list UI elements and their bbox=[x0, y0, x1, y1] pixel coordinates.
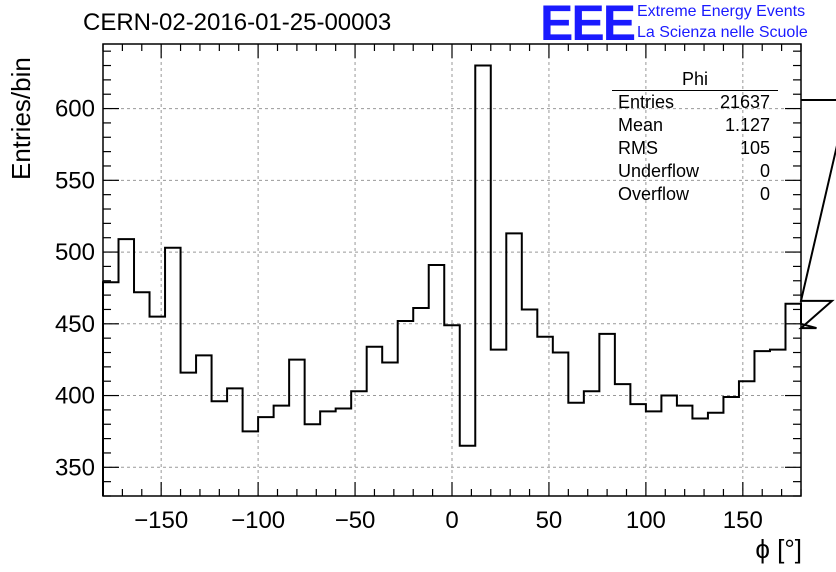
y-tick-label: 600 bbox=[55, 96, 95, 123]
y-tick-label: 550 bbox=[55, 167, 95, 194]
grid-lines bbox=[103, 44, 801, 496]
x-tick-label: 150 bbox=[723, 507, 763, 534]
stats-row: Mean 1.127 bbox=[612, 114, 778, 137]
stats-value: 0 bbox=[759, 184, 770, 204]
stats-title: Phi bbox=[612, 68, 778, 91]
stats-row: RMS 105 bbox=[612, 137, 778, 160]
y-axis-label: Entries/bin bbox=[6, 57, 36, 180]
x-tick-label: 0 bbox=[445, 507, 458, 534]
y-tick-label: 350 bbox=[55, 454, 95, 481]
logo-line-1: Extreme Energy Events bbox=[637, 3, 806, 20]
x-tick-label: −100 bbox=[231, 507, 285, 534]
eee-logo: EEE bbox=[540, 0, 636, 51]
axis-ticks bbox=[102, 44, 802, 497]
y-tick-labels: 350 400 450 500 550 600 bbox=[55, 96, 95, 482]
stats-value: 1.127 bbox=[724, 115, 770, 135]
stats-box: Phi Entries 21637 Mean 1.127 RMS 105 Und… bbox=[612, 68, 778, 206]
chart-title: CERN-02-2016-01-25-00003 bbox=[83, 9, 392, 36]
stats-value: 0 bbox=[759, 161, 770, 181]
stats-row: Overflow 0 bbox=[612, 183, 778, 206]
y-tick-label: 400 bbox=[55, 383, 95, 410]
logo-line-2: La Scienza nelle Scuole bbox=[637, 24, 808, 41]
x-tick-label: −150 bbox=[134, 507, 188, 534]
x-tick-labels: −150 −100 −50 0 50 100 150 bbox=[134, 507, 763, 534]
y-tick-label: 450 bbox=[55, 311, 95, 338]
y-tick-label: 500 bbox=[55, 239, 95, 266]
x-tick-label: 50 bbox=[536, 507, 563, 534]
stats-value: 21637 bbox=[719, 92, 770, 112]
x-tick-label: 100 bbox=[626, 507, 666, 534]
x-tick-label: −50 bbox=[335, 507, 376, 534]
stats-value: 105 bbox=[739, 138, 770, 158]
histogram-line bbox=[102, 64, 836, 496]
plot-frame bbox=[102, 43, 802, 497]
stats-label: Mean bbox=[618, 115, 664, 135]
x-axis-label: ϕ [°] bbox=[755, 534, 802, 564]
stats-label: Entries bbox=[618, 92, 675, 112]
stats-label: Underflow bbox=[618, 161, 700, 181]
stats-label: RMS bbox=[618, 138, 658, 158]
stats-row: Underflow 0 bbox=[612, 160, 778, 183]
stats-label: Overflow bbox=[618, 184, 690, 204]
stats-row: Entries 21637 bbox=[612, 91, 778, 114]
